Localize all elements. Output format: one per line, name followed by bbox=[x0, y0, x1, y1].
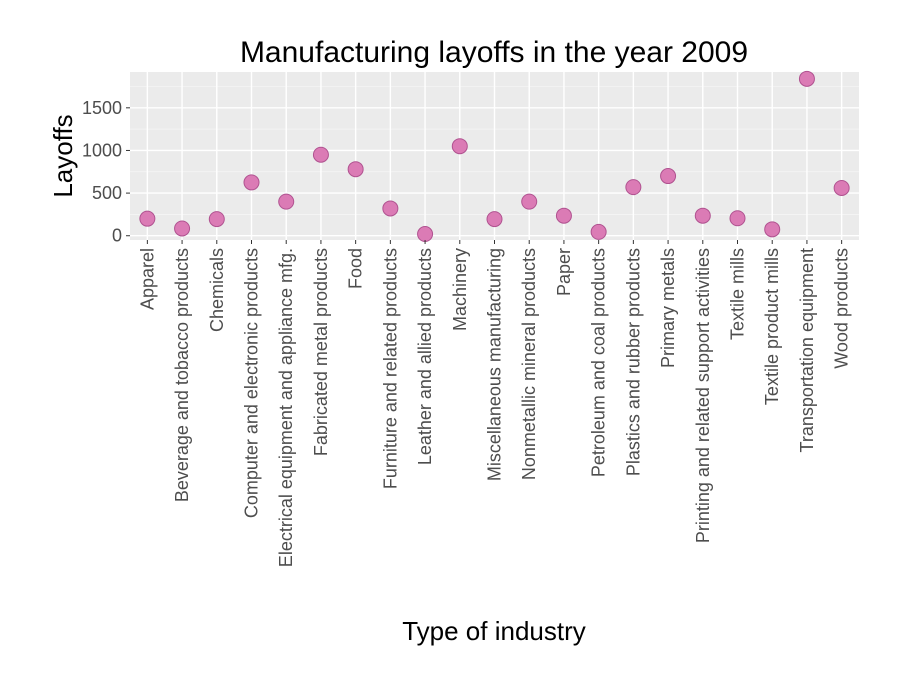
chart-title: Manufacturing layoffs in the year 2009 bbox=[240, 36, 748, 69]
y-axis-title: Layoffs bbox=[48, 114, 78, 197]
x-tick-label: Machinery bbox=[450, 248, 470, 331]
x-axis-title: Type of industry bbox=[402, 616, 586, 646]
x-tick-label: Furniture and related products bbox=[380, 248, 400, 489]
data-point bbox=[347, 161, 364, 178]
x-tick-label: Chemicals bbox=[207, 248, 227, 332]
x-tick-label: Leather and allied products bbox=[415, 248, 435, 465]
data-point bbox=[486, 211, 503, 228]
x-tick-label: Textile product mills bbox=[762, 248, 782, 405]
x-tick-label: Miscellaneous manufacturing bbox=[485, 248, 505, 481]
x-tick-label: Primary metals bbox=[658, 248, 678, 368]
x-tick-label: Beverage and tobacco products bbox=[172, 248, 192, 502]
data-point bbox=[694, 207, 711, 224]
x-tick-label: Wood products bbox=[832, 248, 852, 369]
data-point bbox=[729, 210, 746, 227]
x-tick-label: Plastics and rubber products bbox=[623, 248, 643, 476]
x-tick-label: Fabricated metal products bbox=[311, 248, 331, 456]
x-tick-label: Computer and electronic products bbox=[242, 248, 262, 518]
data-point bbox=[139, 210, 156, 227]
x-tick-label: Electrical equipment and appliance mfg. bbox=[276, 248, 296, 567]
y-tick-label: 500 bbox=[92, 183, 122, 203]
data-point bbox=[417, 226, 434, 243]
x-tick-label: Paper bbox=[554, 248, 574, 296]
data-point bbox=[764, 221, 781, 238]
data-point bbox=[625, 179, 642, 196]
x-tick-label: Transportation equipment bbox=[797, 248, 817, 452]
x-tick-label: Nonmetallic mineral products bbox=[519, 248, 539, 480]
data-point bbox=[521, 193, 538, 210]
data-point bbox=[660, 168, 677, 185]
data-point bbox=[451, 138, 468, 155]
x-tick-label: Textile mills bbox=[728, 248, 748, 340]
data-point bbox=[243, 174, 260, 191]
x-tick-label: Petroleum and coal products bbox=[589, 248, 609, 477]
data-point bbox=[312, 146, 329, 163]
data-point bbox=[833, 179, 850, 196]
y-tick-label: 0 bbox=[112, 226, 122, 246]
x-tick-label: Food bbox=[346, 248, 366, 289]
y-tick-label: 1000 bbox=[82, 140, 122, 160]
data-point bbox=[798, 70, 815, 87]
data-point bbox=[382, 200, 399, 217]
data-point bbox=[208, 211, 225, 228]
data-point bbox=[590, 223, 607, 240]
x-tick-label: Apparel bbox=[137, 248, 157, 310]
data-point bbox=[555, 207, 572, 224]
data-point bbox=[278, 193, 295, 210]
x-tick-label: Printing and related support activities bbox=[693, 248, 713, 543]
y-tick-label: 1500 bbox=[82, 98, 122, 118]
data-point bbox=[174, 220, 191, 237]
